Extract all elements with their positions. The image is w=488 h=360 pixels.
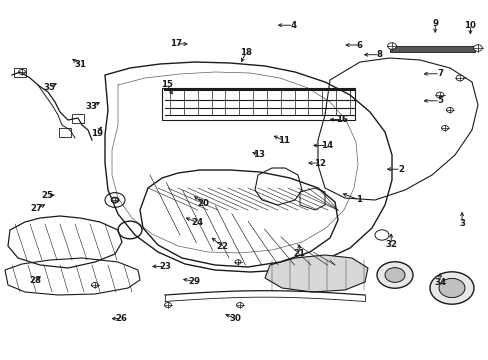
Circle shape (19, 69, 25, 75)
Text: 32: 32 (385, 240, 396, 249)
Text: 5: 5 (436, 96, 442, 105)
Text: 8: 8 (376, 50, 382, 59)
Text: 16: 16 (336, 115, 347, 124)
Text: 14: 14 (320, 141, 332, 150)
Text: 7: 7 (436, 69, 442, 78)
Text: 21: 21 (293, 249, 305, 258)
Text: 15: 15 (161, 80, 173, 89)
Text: 26: 26 (115, 314, 127, 323)
Polygon shape (389, 46, 474, 52)
Circle shape (387, 43, 396, 49)
Text: 11: 11 (277, 136, 289, 145)
Text: 19: 19 (91, 129, 102, 138)
Text: 30: 30 (229, 314, 241, 323)
Text: 24: 24 (191, 218, 203, 227)
Text: 1: 1 (356, 195, 362, 204)
Circle shape (446, 108, 452, 113)
Text: 6: 6 (356, 40, 362, 49)
Text: 34: 34 (433, 278, 445, 287)
Circle shape (376, 262, 412, 288)
Text: 20: 20 (197, 199, 209, 208)
Circle shape (438, 278, 464, 298)
Circle shape (435, 92, 443, 98)
Bar (14, 68, 26, 77)
Text: 23: 23 (159, 262, 171, 271)
Circle shape (455, 75, 463, 81)
Text: 22: 22 (216, 242, 228, 251)
Polygon shape (264, 255, 367, 292)
Bar (72, 114, 84, 123)
Text: 3: 3 (458, 219, 464, 228)
Circle shape (473, 45, 482, 51)
Circle shape (235, 260, 241, 264)
Text: 2: 2 (397, 165, 403, 174)
Circle shape (112, 198, 118, 202)
Text: 27: 27 (31, 204, 42, 213)
Circle shape (236, 302, 243, 307)
Circle shape (111, 197, 119, 203)
Text: 29: 29 (188, 277, 200, 286)
Text: 4: 4 (290, 21, 296, 30)
Text: 10: 10 (464, 21, 475, 30)
Text: 18: 18 (240, 48, 252, 57)
Text: 33: 33 (86, 102, 98, 111)
Bar (59, 128, 71, 137)
Circle shape (384, 267, 404, 282)
Text: 35: 35 (43, 83, 55, 91)
Circle shape (429, 272, 473, 304)
Circle shape (91, 283, 98, 288)
Text: 9: 9 (431, 19, 437, 28)
Text: 28: 28 (29, 276, 41, 285)
Text: 12: 12 (314, 158, 325, 167)
Text: 31: 31 (75, 60, 86, 69)
Circle shape (441, 126, 447, 131)
Text: 13: 13 (253, 150, 264, 159)
Text: 25: 25 (41, 191, 53, 199)
Circle shape (164, 302, 171, 307)
Text: 17: 17 (170, 40, 182, 49)
